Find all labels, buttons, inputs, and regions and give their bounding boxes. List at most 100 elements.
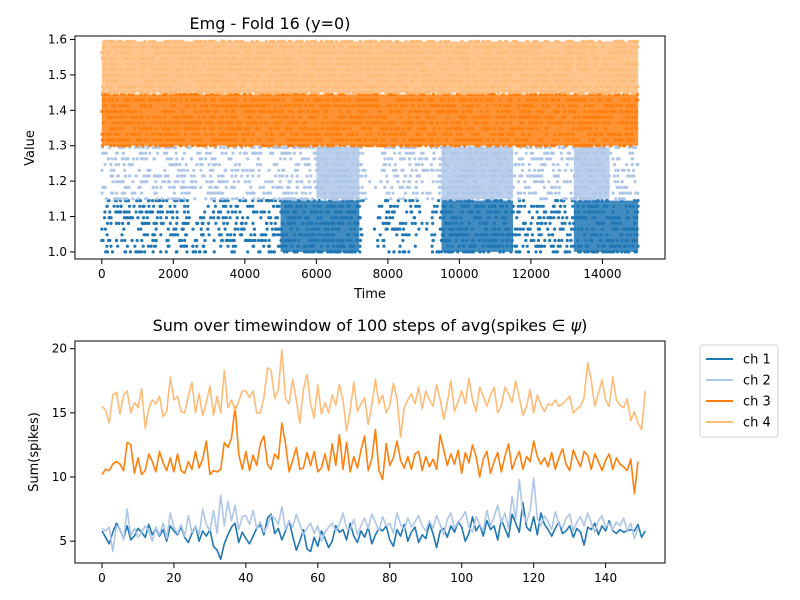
data-point <box>437 191 441 195</box>
data-point <box>208 180 212 184</box>
data-point <box>616 174 620 178</box>
data-point <box>287 185 291 189</box>
data-point <box>214 185 218 189</box>
data-point <box>204 151 209 155</box>
data-point <box>361 191 365 195</box>
data-point <box>560 157 564 161</box>
data-point <box>376 244 380 248</box>
data-point <box>359 227 363 231</box>
data-point <box>199 157 204 161</box>
data-point <box>615 185 619 189</box>
data-point <box>383 185 387 189</box>
data-point <box>543 197 547 201</box>
data-point <box>420 191 425 195</box>
data-point <box>216 210 221 214</box>
data-point <box>273 233 277 237</box>
data-point <box>299 151 303 155</box>
data-point <box>293 168 297 172</box>
data-point <box>191 244 195 248</box>
data-point <box>565 250 569 254</box>
data-point <box>200 221 204 225</box>
data-point <box>531 191 535 195</box>
data-point <box>565 216 569 220</box>
data-point <box>294 163 298 167</box>
data-point <box>225 233 230 237</box>
data-point <box>525 145 529 150</box>
data-point <box>121 221 125 225</box>
data-point <box>516 191 520 195</box>
data-point <box>144 151 148 155</box>
data-point <box>398 221 402 225</box>
data-point <box>373 185 378 189</box>
data-point <box>625 191 629 195</box>
data-point <box>261 185 266 189</box>
data-point <box>527 210 531 214</box>
data-point <box>159 204 163 208</box>
data-point <box>128 250 132 254</box>
data-point <box>117 180 121 184</box>
data-point <box>208 185 212 189</box>
data-point <box>224 238 228 243</box>
data-point <box>620 197 625 201</box>
data-point <box>382 244 386 248</box>
data-point <box>135 157 139 161</box>
data-point <box>166 244 170 248</box>
data-point <box>280 185 284 189</box>
data-point <box>159 221 163 225</box>
data-point <box>224 151 228 155</box>
data-point <box>363 191 367 195</box>
data-point <box>611 191 615 195</box>
data-point <box>187 216 191 220</box>
data-point <box>563 168 568 172</box>
data-point <box>361 151 365 155</box>
data-point <box>281 174 285 178</box>
data-point <box>529 151 533 155</box>
data-point <box>242 197 246 201</box>
data-point <box>145 145 149 150</box>
data-point <box>385 180 390 184</box>
data-point <box>524 151 528 155</box>
data-point <box>252 197 256 201</box>
data-point <box>411 199 415 203</box>
data-point <box>183 221 187 225</box>
data-point <box>126 216 130 220</box>
data-point <box>275 163 279 167</box>
data-point <box>417 227 421 231</box>
data-point <box>438 168 443 172</box>
data-point <box>167 157 171 161</box>
data-point <box>432 204 437 208</box>
data-point <box>231 238 235 243</box>
data-point <box>517 197 521 201</box>
data-point <box>387 250 391 254</box>
data-point <box>173 180 177 184</box>
data-point <box>137 168 141 172</box>
data-point <box>123 238 127 243</box>
data-point <box>203 250 207 254</box>
data-point <box>536 244 540 248</box>
data-point <box>306 157 310 161</box>
data-point <box>393 163 397 167</box>
data-point <box>124 157 128 161</box>
data-point <box>368 180 372 184</box>
data-point <box>529 204 534 208</box>
data-point <box>536 221 540 225</box>
data-point <box>360 185 364 189</box>
data-point <box>408 174 413 178</box>
data-point <box>409 210 413 214</box>
data-point <box>548 238 552 243</box>
data-point <box>377 204 381 208</box>
data-point <box>169 210 173 214</box>
data-point <box>228 157 232 161</box>
data-point <box>535 180 539 184</box>
data-point <box>133 244 137 248</box>
data-point <box>117 221 121 225</box>
data-point <box>360 174 364 178</box>
data-point <box>420 163 424 167</box>
data-point <box>513 227 517 231</box>
data-point <box>216 191 220 195</box>
data-point <box>559 227 563 231</box>
data-point <box>228 233 233 237</box>
data-point <box>270 227 274 231</box>
data-point <box>555 180 559 184</box>
data-point <box>119 180 123 184</box>
